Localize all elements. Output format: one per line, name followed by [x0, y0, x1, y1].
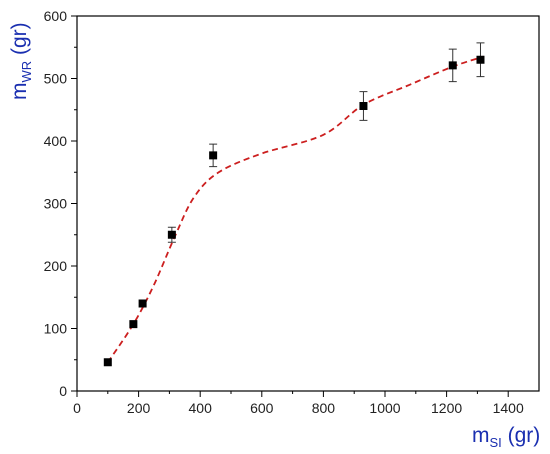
- y-axis-title: mWR (gr): [8, 22, 34, 100]
- y-axis-title-unit: (gr): [8, 22, 31, 61]
- data-point: [129, 320, 138, 329]
- data-point: [138, 299, 147, 308]
- x-axis-ticks: 0 200 400 600 800 1000 1200 1400: [73, 391, 524, 416]
- fit-curve-line: [107, 55, 484, 363]
- y-tick-label: 0: [59, 383, 67, 399]
- x-tick-label: 600: [250, 400, 274, 416]
- data-point: [359, 102, 368, 110]
- data-points-layer: [103, 42, 485, 367]
- x-tick-label: 1000: [369, 400, 400, 416]
- data-point: [476, 55, 485, 64]
- data-point: [167, 230, 176, 239]
- x-axis-title: mSI (gr): [472, 424, 540, 450]
- y-tick-label: 400: [44, 133, 68, 149]
- x-tick-label: 400: [189, 400, 213, 416]
- plot-frame: [76, 15, 540, 392]
- x-tick-label: 1200: [431, 400, 462, 416]
- x-tick-label: 1400: [493, 400, 524, 416]
- data-point: [209, 151, 218, 160]
- x-tick-label: 0: [73, 400, 81, 416]
- x-axis-title-main: m: [472, 424, 490, 447]
- y-tick-label: 500: [44, 71, 68, 87]
- y-axis-title-sub: WR: [19, 61, 34, 83]
- y-tick-label: 300: [44, 196, 68, 212]
- y-axis-ticks: 0 100 200 300 400 500 600: [44, 8, 77, 399]
- y-tick-label: 100: [44, 321, 68, 337]
- x-tick-label: 800: [312, 400, 336, 416]
- y-axis-title-main: m: [8, 83, 31, 101]
- y-tick-label: 600: [44, 8, 68, 24]
- fit-curve-layer: [107, 55, 484, 363]
- data-point: [448, 61, 457, 70]
- data-point: [103, 358, 112, 367]
- x-axis-title-sub: SI: [490, 435, 502, 450]
- x-axis-title-unit: (gr): [502, 424, 541, 447]
- x-tick-label: 200: [127, 400, 151, 416]
- y-tick-label: 200: [44, 258, 68, 274]
